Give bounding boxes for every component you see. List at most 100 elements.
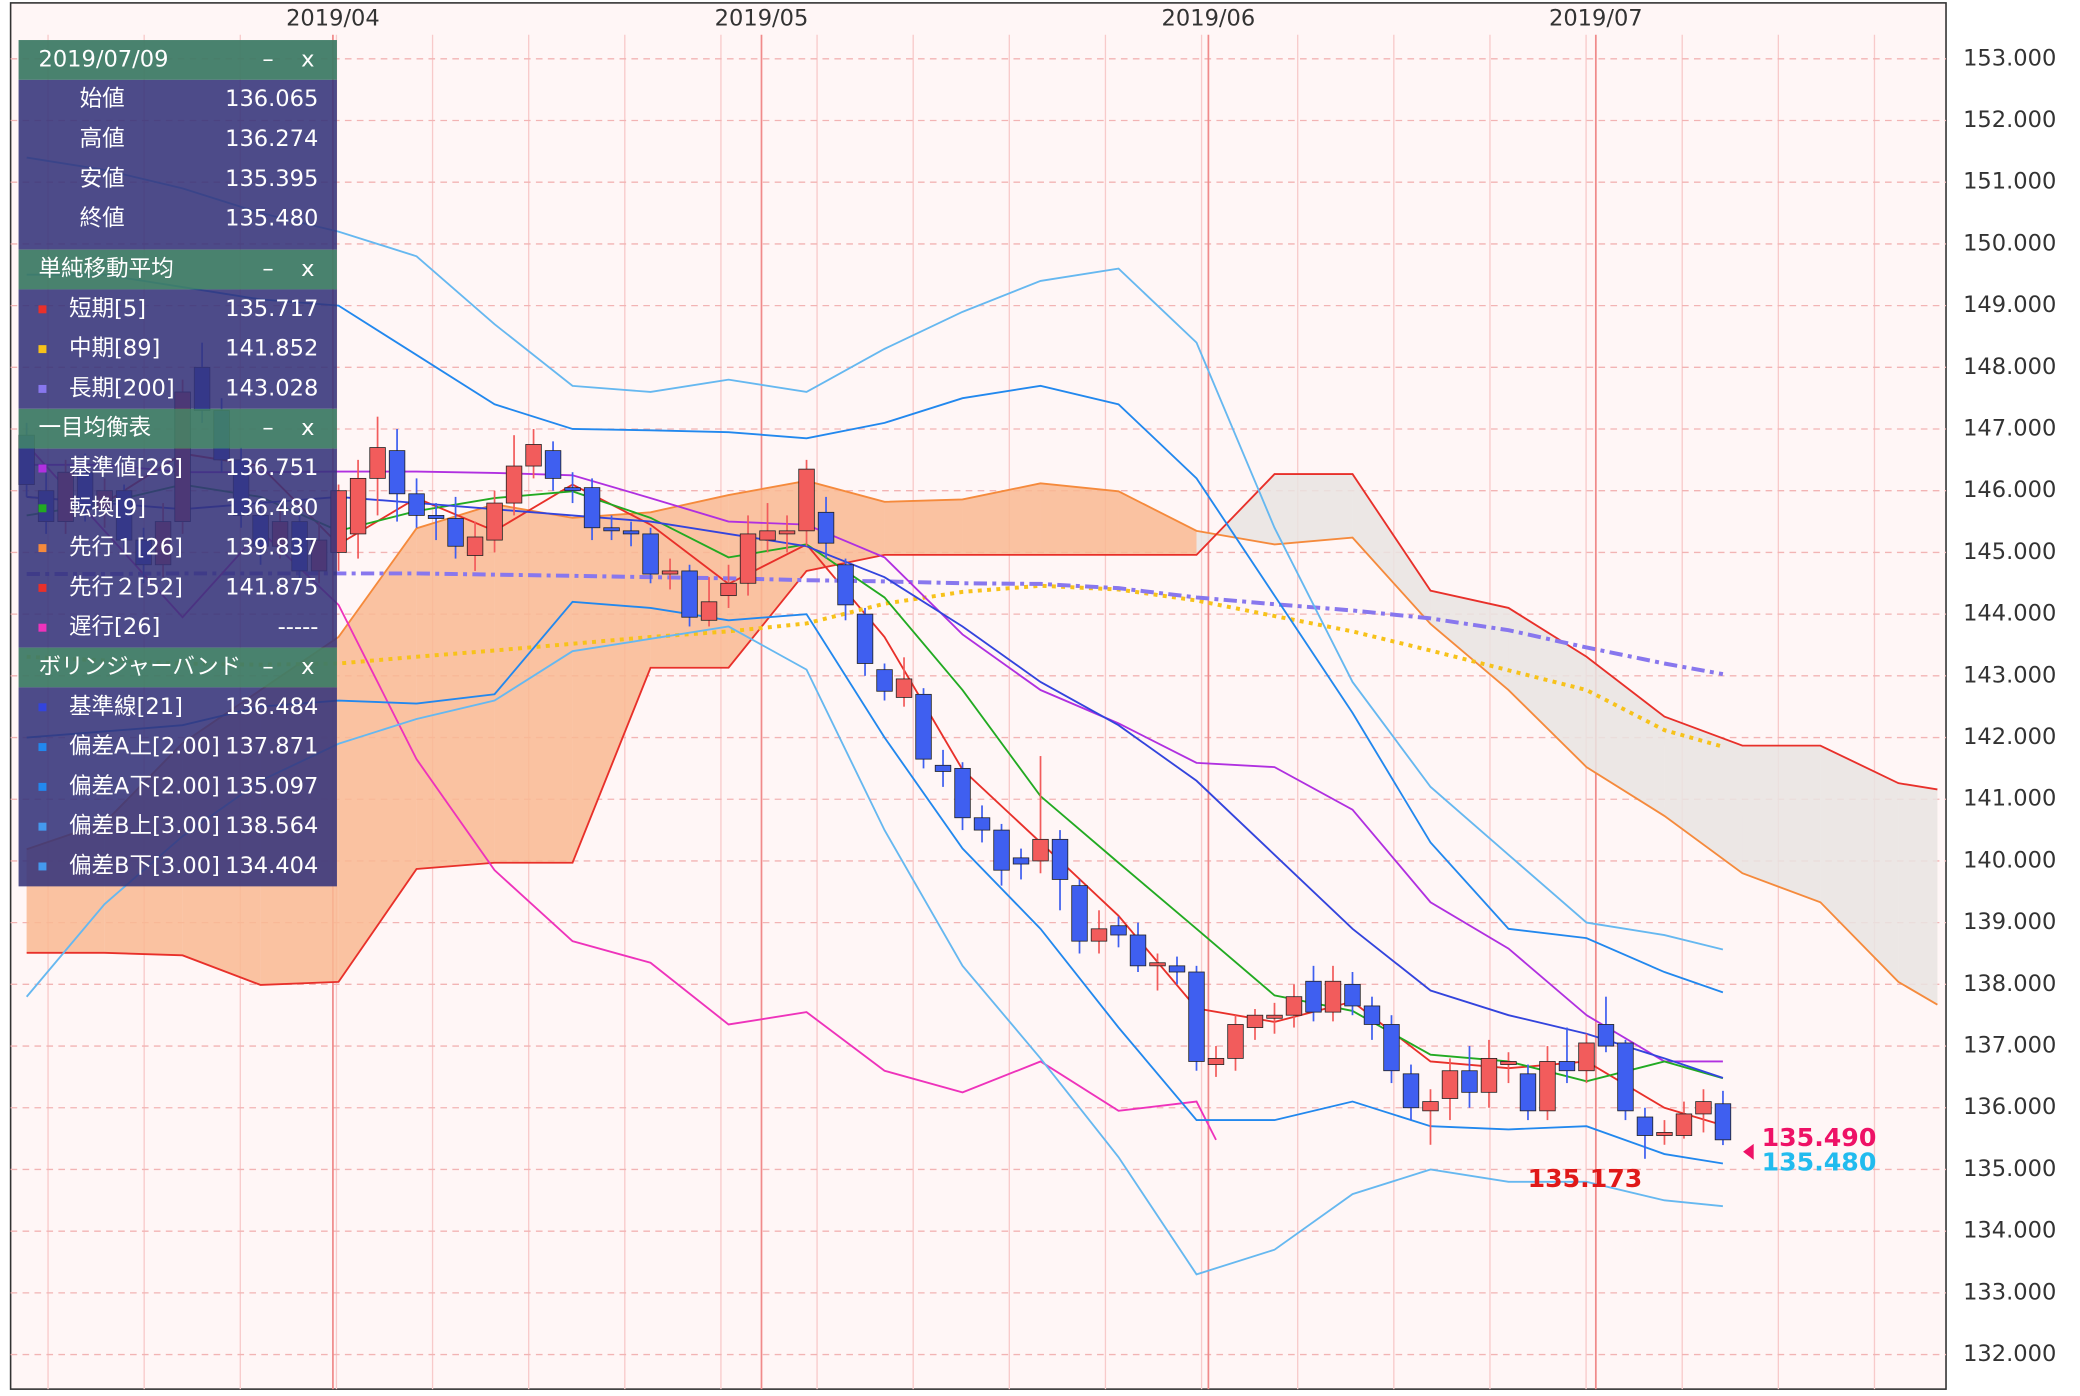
candle-body [700, 601, 718, 621]
candle-body [1500, 1061, 1517, 1065]
candle-body [408, 493, 425, 516]
row-value: 136.065 [225, 86, 318, 112]
price-label: 135.490 [1762, 1123, 1877, 1152]
panel-header [18, 408, 337, 449]
x-tick-label: 2019/07 [1549, 5, 1643, 31]
y-tick-label: 147.000 [1963, 416, 2056, 442]
candle-body [1383, 1024, 1400, 1072]
candle-body [739, 533, 757, 584]
candle-body [603, 527, 620, 532]
legend-swatch [38, 504, 47, 513]
candle-body [388, 450, 406, 495]
candle-body [1168, 965, 1186, 973]
candle-body [1656, 1132, 1673, 1136]
candle-body [349, 477, 367, 535]
candle-body [895, 678, 913, 698]
candle-body [1422, 1101, 1439, 1112]
cloud-fill [962, 483, 1041, 555]
cloud-fill [1430, 590, 1509, 691]
row-label: 先行１[26] [69, 535, 183, 561]
y-tick-label: 143.000 [1963, 662, 2056, 688]
row-label: 基準線[21] [69, 694, 183, 720]
minimize-button[interactable]: – [262, 654, 273, 680]
candle-body [1266, 1014, 1283, 1019]
candle-body [1012, 857, 1030, 865]
close-button[interactable]: x [301, 46, 314, 72]
row-value: 136.480 [225, 495, 318, 521]
y-tick-label: 153.000 [1963, 45, 2056, 71]
candle-body [993, 829, 1010, 871]
candle-body [1519, 1073, 1537, 1112]
row-label: 偏差B下[3.00] [69, 853, 220, 879]
candle-body [1675, 1113, 1693, 1136]
row-label: 終値 [80, 206, 125, 232]
panel-header [18, 40, 337, 80]
y-tick-label: 149.000 [1963, 292, 2056, 318]
row-label: 転換[9] [69, 495, 146, 521]
row-label: 基準値[26] [69, 455, 183, 481]
cloud-fill [1586, 656, 1665, 816]
info-panel: 2019/07/09 – x 始値 136.065 高値 136.274 安値 135.395 終… [18, 40, 337, 887]
legend-swatch [38, 544, 47, 553]
y-tick-label: 140.000 [1963, 847, 2056, 873]
candle-body [1071, 885, 1088, 942]
candle-body [915, 693, 932, 760]
close-button[interactable]: x [301, 654, 314, 680]
panel-header [18, 647, 337, 688]
candle-body [1441, 1070, 1459, 1099]
candle-body [447, 518, 464, 547]
candle-body [1617, 1042, 1634, 1112]
candle-body [1188, 971, 1205, 1062]
minimize-button[interactable]: – [262, 46, 273, 72]
x-tick-label: 2019/04 [286, 5, 380, 31]
row-value: 135.097 [225, 773, 318, 799]
candle-body [564, 487, 581, 492]
y-tick-label: 139.000 [1963, 909, 2056, 935]
row-value: 143.028 [225, 375, 318, 401]
panel-header [18, 249, 337, 290]
candle-body [1129, 934, 1147, 967]
candle-body [622, 530, 640, 535]
candle-body [954, 767, 971, 819]
candle-body [1402, 1073, 1420, 1109]
candle-body [1305, 980, 1322, 1013]
legend-swatch [38, 782, 47, 791]
candle-body [1285, 996, 1303, 1016]
cloud-fill [1742, 745, 1821, 903]
x-tick-label: 2019/05 [715, 5, 809, 31]
y-tick-label: 150.000 [1963, 230, 2056, 256]
cloud-fill [1352, 474, 1431, 625]
cloud-fill [416, 504, 495, 869]
cloud-fill [1898, 783, 1938, 1005]
minimize-button[interactable]: – [262, 256, 273, 282]
candle-body [642, 533, 659, 575]
cloud-fill [1664, 716, 1743, 874]
candle-body [876, 669, 893, 692]
cloud-fill [1508, 607, 1587, 768]
legend-swatch [38, 464, 47, 473]
candle-body [1558, 1061, 1576, 1072]
panel-title: 単純移動平均 [38, 256, 173, 282]
close-button[interactable]: x [301, 256, 314, 282]
candle-body [466, 536, 484, 556]
candle-body [505, 465, 523, 504]
close-button[interactable]: x [301, 415, 314, 441]
candle-body [1597, 1024, 1615, 1047]
minimize-button[interactable]: – [262, 415, 273, 441]
candle-body [1149, 962, 1166, 967]
candle-body [661, 570, 679, 575]
y-tick-label: 135.000 [1963, 1156, 2056, 1182]
row-value: ----- [278, 614, 319, 640]
candle-body [1344, 983, 1361, 1007]
price-label: 135.480 [1762, 1148, 1877, 1177]
indicator-line [26, 583, 1724, 749]
y-tick-label: 134.000 [1963, 1218, 2056, 1244]
candle-body [759, 530, 776, 541]
candle-body [1246, 1014, 1264, 1028]
legend-swatch [38, 743, 47, 752]
row-label: 始値 [80, 86, 125, 112]
candle-body [369, 447, 386, 479]
row-value: 136.751 [225, 455, 318, 481]
row-label: 中期[89] [69, 336, 160, 362]
candle-body [798, 468, 815, 532]
